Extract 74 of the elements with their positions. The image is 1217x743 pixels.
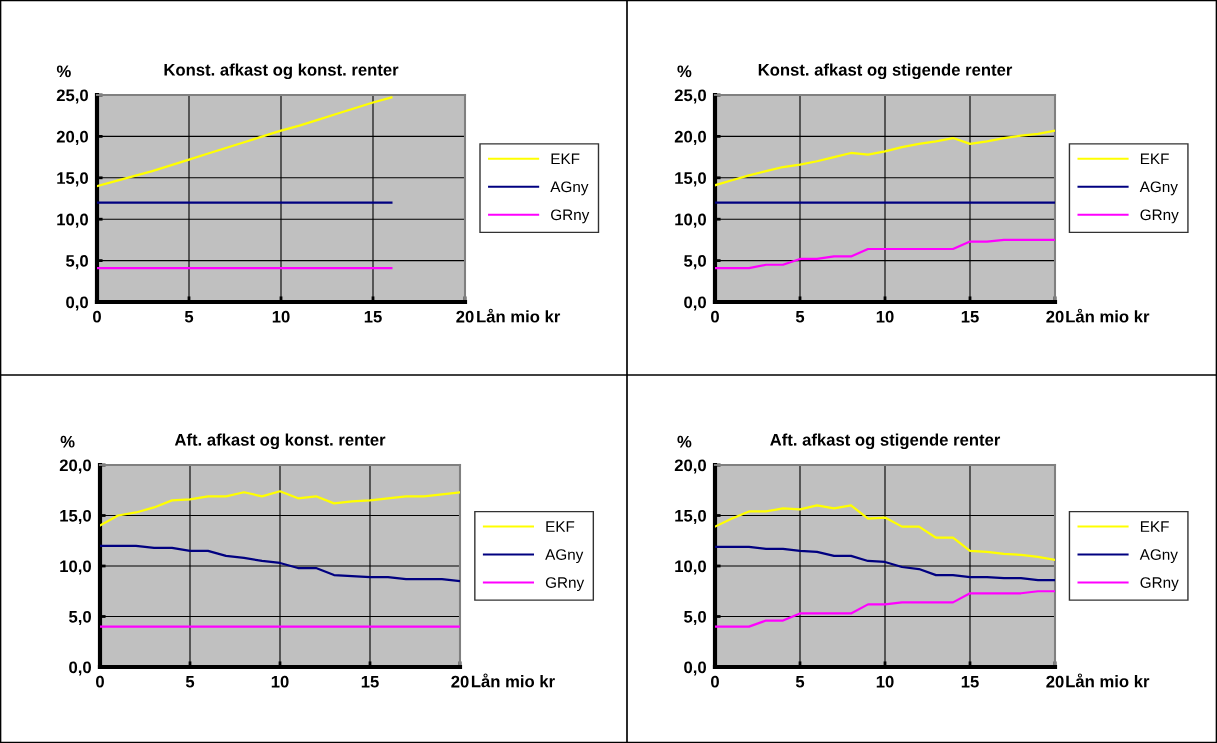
legend-label: GRny (545, 577, 585, 592)
x-tick-label: 0 (93, 310, 101, 323)
y-tick-label: 5,0 (66, 255, 88, 270)
y-tick-label: 10,0 (675, 213, 706, 228)
x-axis-title: Lån mio kr (1066, 308, 1150, 323)
legend-label: EKF (551, 153, 580, 165)
y-axis-title: % (56, 65, 71, 78)
y-tick-label: 5,0 (684, 255, 706, 270)
y-tick-label: 0,0 (684, 296, 706, 311)
x-tick-label: 20 (456, 310, 474, 323)
x-tick-label: 5 (795, 675, 805, 688)
line-series (715, 545, 1055, 582)
line-series (97, 96, 393, 188)
line-series (100, 544, 460, 583)
x-tick-label: 5 (185, 675, 195, 688)
y-tick-label: 5,0 (69, 610, 91, 626)
line-series (715, 590, 1055, 628)
y-tick-label: 15,0 (60, 509, 91, 525)
x-tick-label: 5 (795, 310, 805, 323)
x-tick-label: 0 (711, 675, 719, 688)
y-axis-title: % (60, 435, 75, 448)
legend-label: GRny (1140, 577, 1179, 592)
x-axis-title: Lån mio kr (1066, 673, 1150, 688)
line-series (715, 129, 1055, 187)
line-series (715, 238, 1055, 270)
x-axis-title: Lån mio kr (471, 673, 555, 688)
y-tick-label: 10,0 (60, 560, 91, 575)
y-tick-label: 25,0 (56, 89, 88, 104)
x-tick-label: 15 (961, 310, 979, 323)
y-tick-label: 10,0 (57, 213, 88, 228)
y-tick-label: 0,0 (66, 296, 88, 311)
legend-label: GRny (1140, 209, 1179, 224)
x-tick-label: 10 (271, 675, 289, 688)
legend-label: GRny (551, 209, 590, 224)
y-tick-label: 15,0 (57, 172, 88, 187)
legend-label: AGny (550, 181, 589, 196)
y-tick-label: 0,0 (684, 661, 706, 676)
line-series (100, 490, 460, 527)
legend-label: EKF (546, 521, 575, 532)
y-tick-label: 15,0 (675, 172, 706, 187)
legend-label: EKF (1140, 153, 1169, 165)
chart-title: Konst. afkast og konst. renter (164, 63, 399, 80)
legend-label: AGny (1139, 181, 1178, 196)
y-tick-label: 10,0 (675, 560, 706, 575)
x-axis-title: Lån mio kr (477, 308, 561, 323)
x-tick-label: 20 (1046, 310, 1064, 323)
legend-label: AGny (545, 549, 584, 564)
x-tick-label: 10 (272, 310, 290, 323)
x-tick-label: 15 (961, 675, 979, 688)
legend-label: EKF (1140, 521, 1169, 532)
x-tick-label: 10 (876, 310, 894, 323)
y-tick-label: 20,0 (56, 130, 88, 146)
x-tick-label: 20 (451, 675, 469, 688)
chart-title: Konst. afkast og stigende renter (758, 63, 1013, 80)
x-tick-label: 5 (184, 310, 194, 323)
y-tick-label: 15,0 (675, 509, 706, 525)
x-tick-label: 15 (361, 675, 379, 688)
x-tick-label: 0 (96, 675, 104, 688)
chart-title: Aft. afkast og stigende renter (770, 433, 1001, 450)
y-tick-label: 0,0 (69, 661, 91, 676)
chart-title: Aft. afkast og konst. renter (174, 433, 386, 450)
y-tick-label: 20,0 (674, 130, 706, 146)
legend-label: AGny (1139, 549, 1178, 564)
x-tick-label: 20 (1046, 675, 1064, 688)
line-series (715, 504, 1055, 562)
x-tick-label: 0 (711, 310, 719, 323)
y-axis-title: % (677, 435, 692, 448)
y-tick-label: 5,0 (684, 610, 706, 626)
y-tick-label: 20,0 (674, 459, 706, 474)
x-tick-label: 10 (876, 675, 894, 688)
y-axis-title: % (677, 65, 692, 78)
x-tick-label: 15 (364, 310, 382, 323)
y-tick-label: 20,0 (59, 459, 91, 474)
y-tick-label: 25,0 (674, 89, 706, 104)
